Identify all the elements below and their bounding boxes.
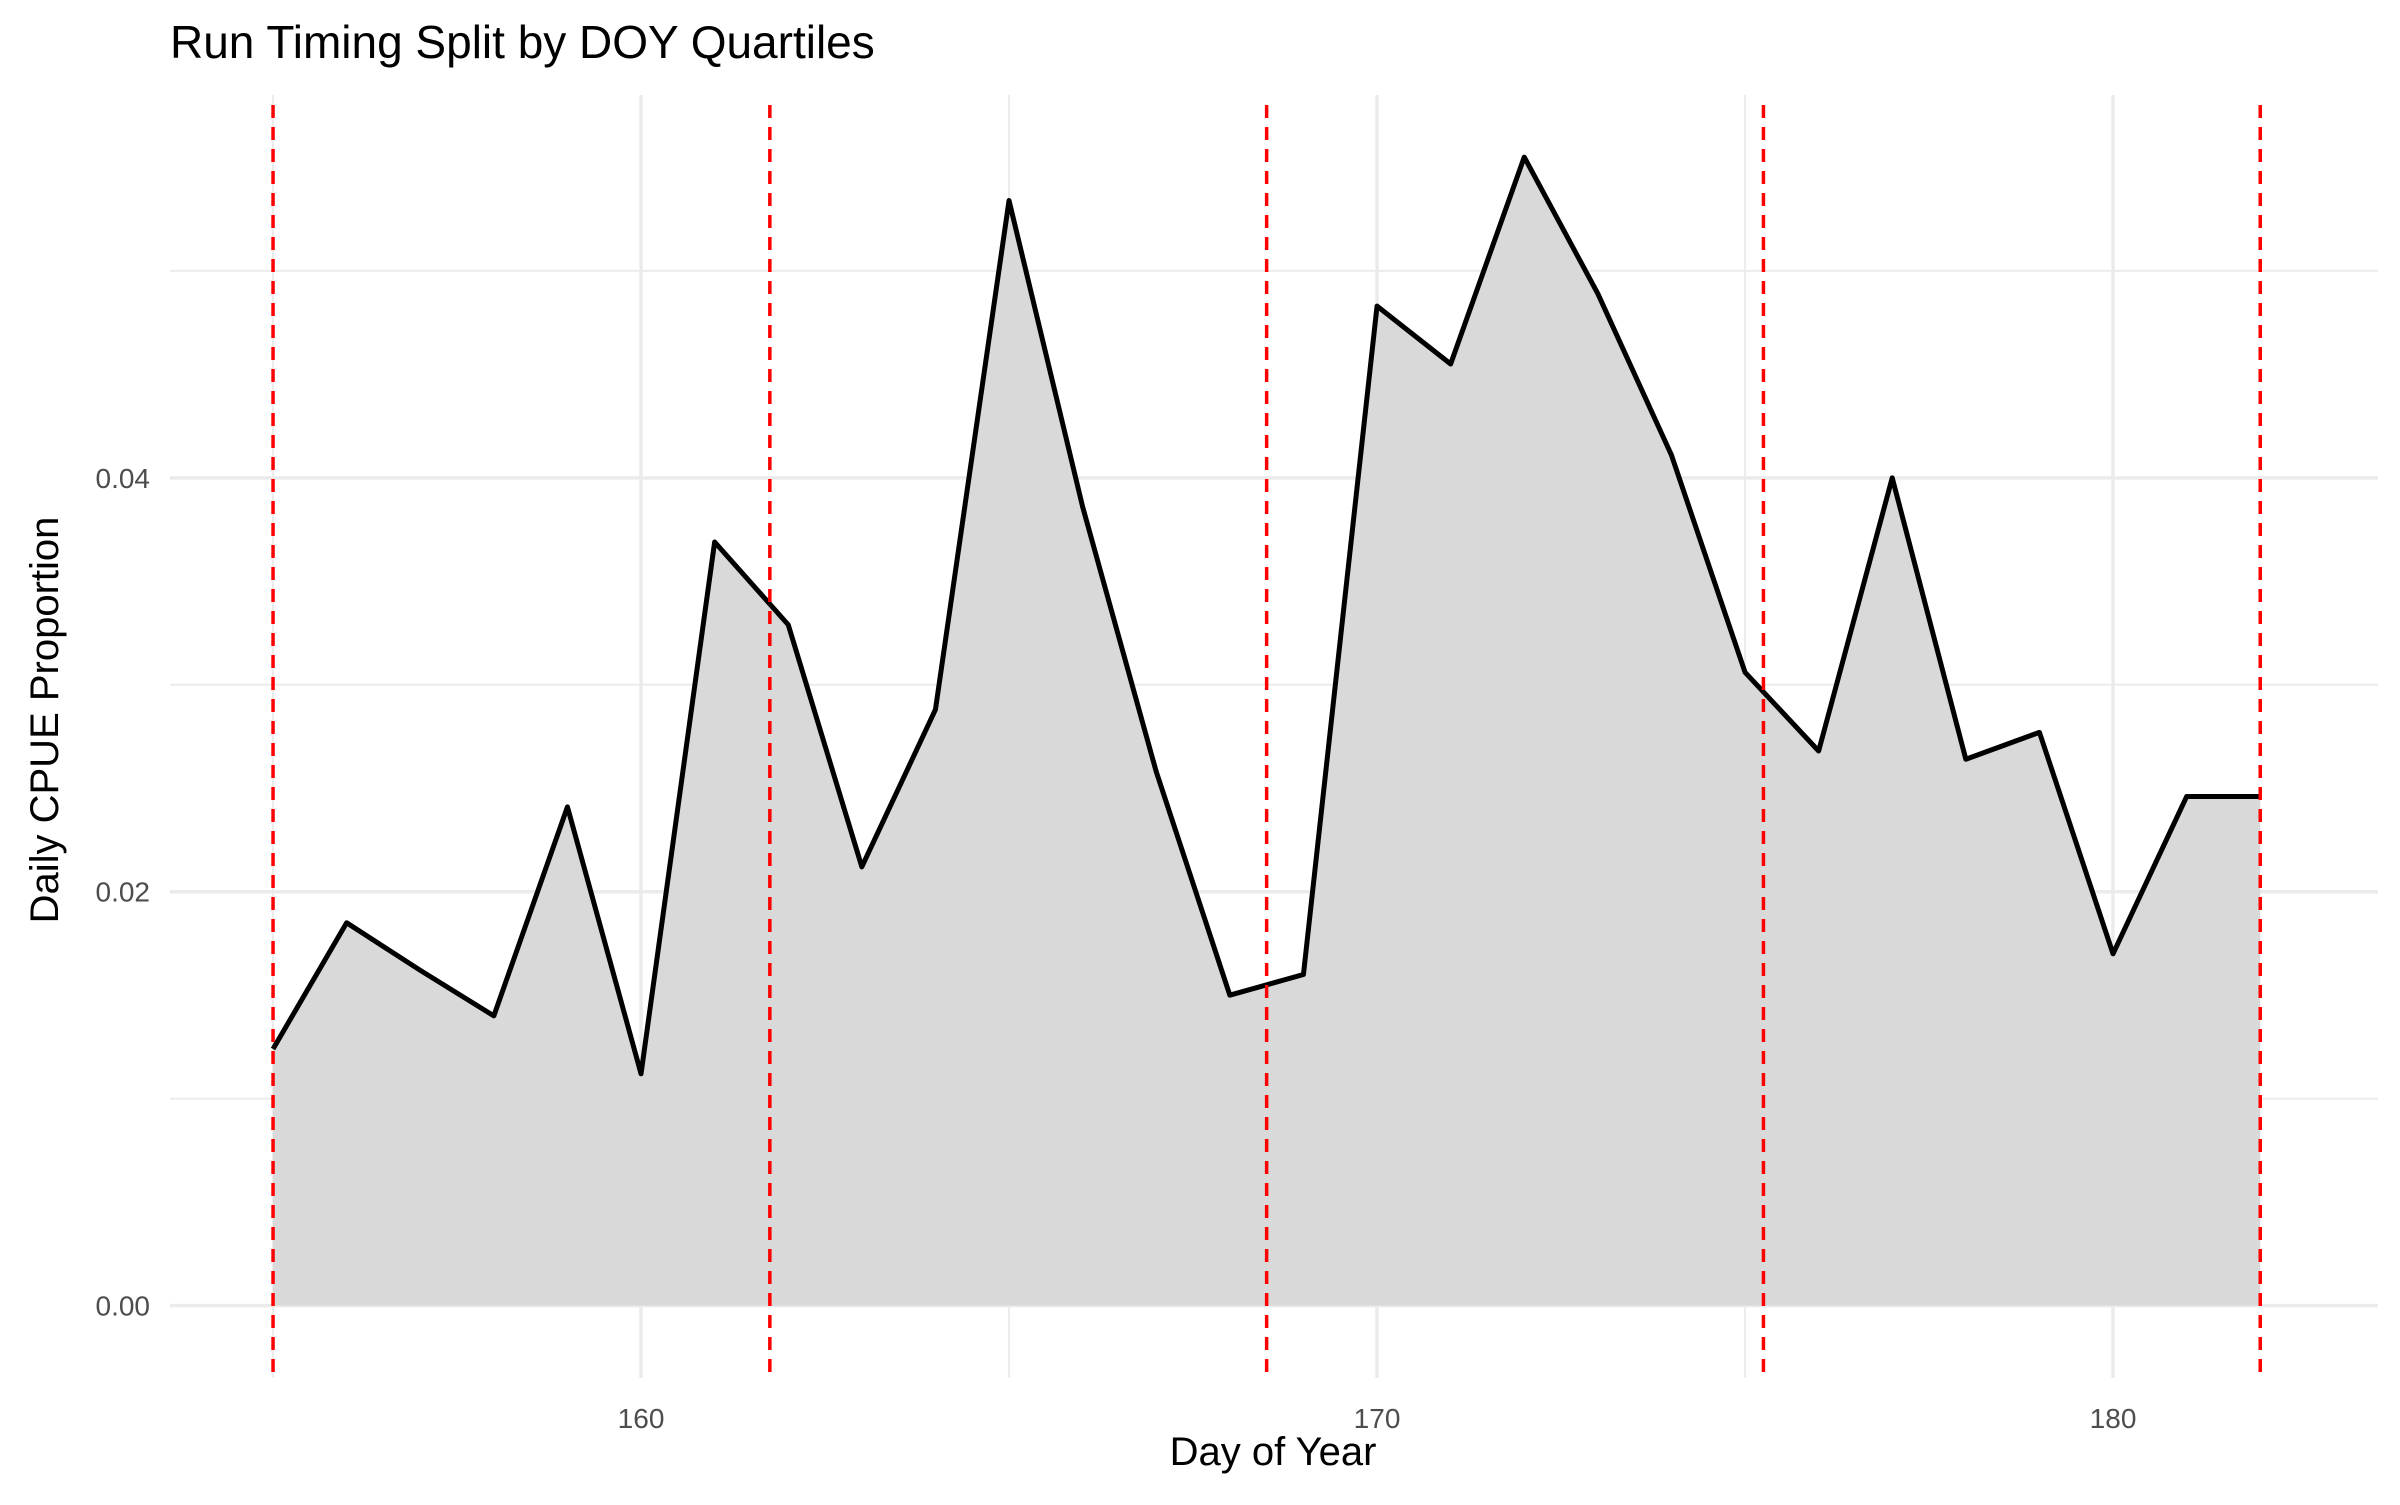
y-axis-ticks: 0.00 0.02 0.04 [96,463,151,1322]
y-tick-label: 0.04 [96,463,151,494]
y-tick-label: 0.00 [96,1291,151,1322]
x-tick-label: 180 [2090,1403,2137,1434]
y-tick-label: 0.02 [96,877,151,908]
chart-title: Run Timing Split by DOY Quartiles [170,16,875,68]
y-axis-label: Daily CPUE Proportion [23,517,67,924]
x-axis-label: Day of Year [1170,1430,1377,1474]
x-tick-label: 160 [618,1403,665,1434]
